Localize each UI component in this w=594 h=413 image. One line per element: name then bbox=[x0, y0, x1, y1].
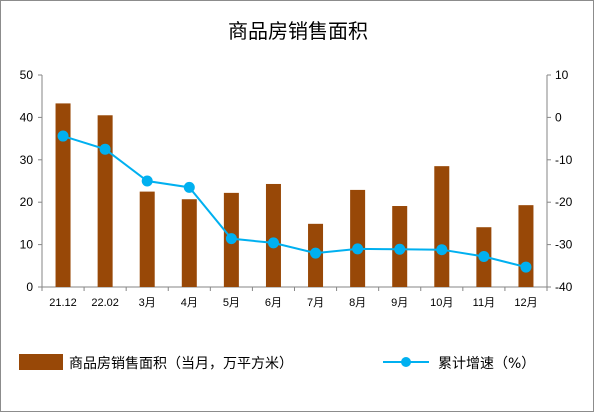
left-tick-label: 40 bbox=[20, 110, 34, 124]
line-point bbox=[352, 243, 364, 255]
category-label: 3月 bbox=[139, 297, 156, 309]
left-tick-label: 0 bbox=[26, 280, 33, 294]
bar bbox=[518, 205, 534, 287]
legend: 商品房销售面积（当月，万平方米） 累计增速（%） bbox=[19, 354, 535, 372]
bar bbox=[55, 103, 71, 288]
legend-bar-label: 商品房销售面积（当月，万平方米） bbox=[69, 356, 293, 372]
category-label: 22.02 bbox=[91, 297, 119, 309]
line-point bbox=[310, 247, 322, 259]
left-tick-label: 30 bbox=[20, 153, 34, 167]
category-label: 11月 bbox=[473, 297, 495, 309]
right-tick-label: 0 bbox=[555, 110, 562, 124]
line-point bbox=[394, 243, 406, 255]
legend-line-marker bbox=[401, 357, 411, 367]
left-tick-label: 50 bbox=[20, 68, 34, 82]
category-label: 5月 bbox=[223, 297, 240, 309]
category-label: 21.12 bbox=[49, 297, 77, 309]
line-point bbox=[225, 233, 237, 245]
chart-title: 商品房销售面积 bbox=[228, 19, 368, 43]
left-tick-label: 10 bbox=[20, 238, 34, 252]
category-label: 6月 bbox=[265, 297, 282, 309]
right-tick-label: -30 bbox=[555, 238, 573, 252]
bar bbox=[97, 115, 113, 287]
line-series bbox=[57, 130, 532, 273]
bar-series bbox=[55, 103, 534, 288]
legend-bar-swatch bbox=[19, 354, 63, 370]
line-point bbox=[99, 143, 111, 155]
category-label: 9月 bbox=[391, 297, 408, 309]
growth-line bbox=[62, 135, 527, 269]
line-point bbox=[141, 175, 153, 187]
right-tick-label: -40 bbox=[555, 280, 573, 294]
right-tick-label: -10 bbox=[555, 153, 573, 167]
line-point bbox=[436, 244, 448, 256]
bar bbox=[350, 189, 366, 287]
right-tick-label: 10 bbox=[555, 68, 569, 82]
line-point bbox=[183, 181, 195, 193]
category-label: 8月 bbox=[349, 297, 366, 309]
category-labels: 21.12 22.02 3月 4月 5月 6月 7月 8月 9月 10月 11月 12月 bbox=[41, 287, 548, 309]
right-tick-label: -20 bbox=[555, 195, 573, 209]
legend-line-label: 累计增速（%） bbox=[438, 356, 535, 372]
line-point bbox=[520, 261, 532, 273]
bar bbox=[139, 191, 155, 287]
left-axis-ticks: 0 10 20 30 40 50 bbox=[20, 68, 42, 294]
right-axis-ticks: -40 -30 -20 -10 0 10 bbox=[547, 68, 573, 294]
bar bbox=[265, 183, 281, 287]
category-label: 12月 bbox=[514, 297, 537, 309]
left-tick-label: 20 bbox=[20, 195, 34, 209]
line-point bbox=[267, 237, 279, 249]
line-point bbox=[57, 130, 69, 142]
category-label: 10月 bbox=[430, 297, 453, 309]
category-label: 4月 bbox=[181, 297, 198, 309]
line-point bbox=[478, 250, 490, 262]
category-label: 7月 bbox=[307, 297, 324, 309]
bar bbox=[181, 199, 197, 287]
bar bbox=[434, 166, 450, 287]
